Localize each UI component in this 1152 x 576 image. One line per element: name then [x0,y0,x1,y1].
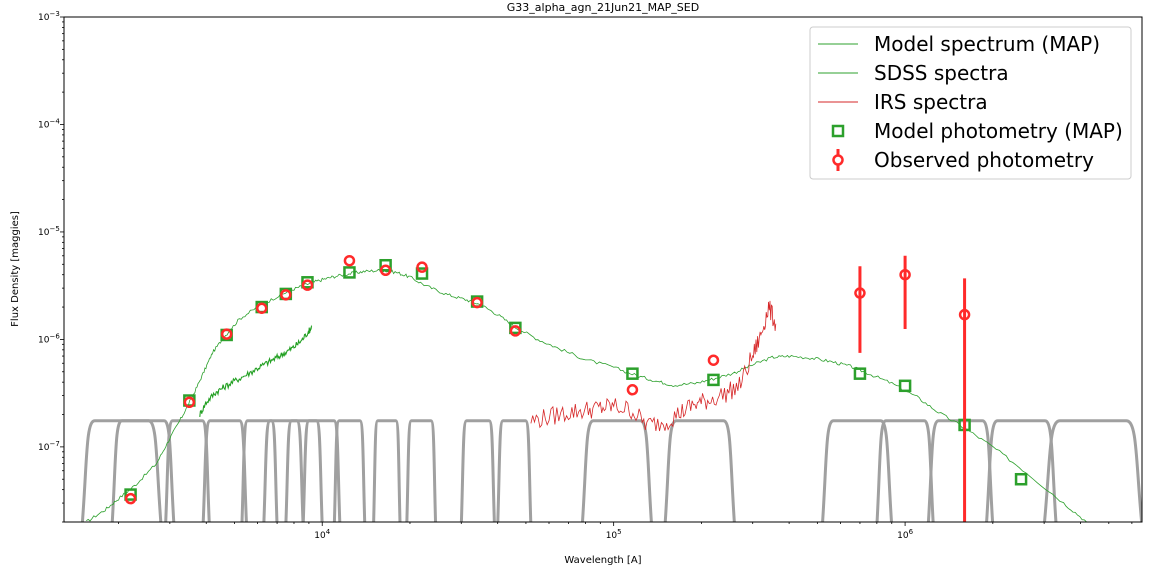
x-axis-label: Wavelength [A] [564,555,641,566]
y-tick-exp: −4 [49,117,60,125]
observed-photometry-point [220,328,233,340]
observed-photometry-point [626,384,639,396]
model-photometry-point [626,367,639,380]
legend-label: Observed photometry [874,148,1094,172]
y-tick-exp: −6 [49,332,60,340]
x-tick-base: 10 [314,531,326,541]
y-tick-label: 10−5 [38,225,60,238]
legend-square-swatch [831,124,845,138]
filter-curve [110,419,176,522]
observed-photometry-point [958,308,971,321]
y-tick-exp: −5 [49,225,59,233]
x-tick-base: 10 [897,531,909,541]
filter-curve [240,419,279,522]
model-photometry-point [853,367,867,380]
observed-photometry-point [707,354,720,366]
observed-photometry-point [124,492,137,505]
legend-entry: Observed photometry [832,148,1094,172]
x-tick-label: 104 [314,528,330,541]
model-photometry-point [379,258,392,272]
observed-photometry-point [416,261,428,273]
legend-entry: Model spectrum (MAP) [818,32,1100,56]
legend-entry: Model photometry (MAP) [831,119,1123,143]
filter-curve [459,419,496,522]
legend-entry: SDSS spectra [818,61,1009,85]
filter-curve [164,419,211,522]
legend-label: IRS spectra [874,90,988,114]
x-tick-exp: 5 [617,528,621,536]
y-tick-base: 10 [38,120,50,130]
filter-curve [301,419,342,522]
filter-curve [332,419,367,522]
observed-photometry-point [379,264,392,277]
filter-curve [821,419,894,522]
legend-label: Model spectrum (MAP) [874,32,1100,56]
x-tick-exp: 4 [326,528,331,536]
y-axis-label: Flux Density [maggies] [10,211,21,327]
model-photometry-point [415,267,429,280]
y-tick-base: 10 [38,443,50,453]
y-tick-base: 10 [38,13,50,23]
irs-spectrum-line [530,300,777,432]
chart-title: G33_alpha_agn_21Jun21_MAP_SED [507,1,699,14]
filter-curve [926,419,995,522]
observed-photometry-point [343,254,356,267]
legend-label: SDSS spectra [874,61,1009,85]
legend-label: Model photometry (MAP) [874,119,1123,143]
legend-entry: IRS spectra [818,90,988,114]
filter-curve [663,419,736,522]
observed-photometry-point [280,289,292,301]
model-spectrum-line [86,268,1087,522]
filter-curve [405,419,438,522]
filter-curve [80,419,163,522]
observed-photometry-point [854,287,866,299]
y-tick-base: 10 [38,335,50,345]
legend: Model spectrum (MAP) SDSS spectra IRS spec… [809,26,1132,180]
plot-frame [63,16,1143,523]
observed-photometry-point [255,302,268,314]
y-tick-exp: −7 [49,440,59,448]
filter-curve [284,419,324,522]
filter-curve [580,419,653,522]
model-photometry-markers [124,258,1028,501]
model-photometry-point [1014,472,1028,486]
x-tick-label: 106 [897,528,913,541]
x-tick-base: 10 [606,531,618,541]
observed-photometry-point [183,396,196,409]
model-photometry-point [707,373,720,387]
y-tick-exp: −3 [49,10,59,18]
filter-curve [372,419,402,522]
observed-photometry-point [899,268,911,281]
legend-box [809,26,1132,180]
y-tick-label: 10−4 [38,117,60,130]
y-tick-label: 10−3 [38,10,60,23]
model-photometry-point [509,321,522,335]
legend-circle-swatch [832,154,844,166]
observed-photometry-markers [124,254,971,522]
filter-curve [985,419,1058,522]
sdss-spectrum-line [199,324,313,417]
observed-photometry-point [509,325,522,337]
model-photometry-point [898,379,912,393]
filter-curve [1042,419,1142,522]
filter-curves [80,419,1142,522]
y-tick-label: 10−6 [38,332,60,345]
model-photometry-point [124,488,137,501]
filter-curve [496,419,533,522]
filter-curve [262,419,305,522]
observed-photometry-point [471,296,483,309]
y-tick-label: 10−7 [38,440,60,453]
x-tick-label: 105 [606,528,622,541]
y-tick-base: 10 [38,228,50,238]
observed-photometry-point [301,279,314,291]
x-tick-exp: 6 [909,528,914,536]
model-photometry-point [343,266,356,279]
